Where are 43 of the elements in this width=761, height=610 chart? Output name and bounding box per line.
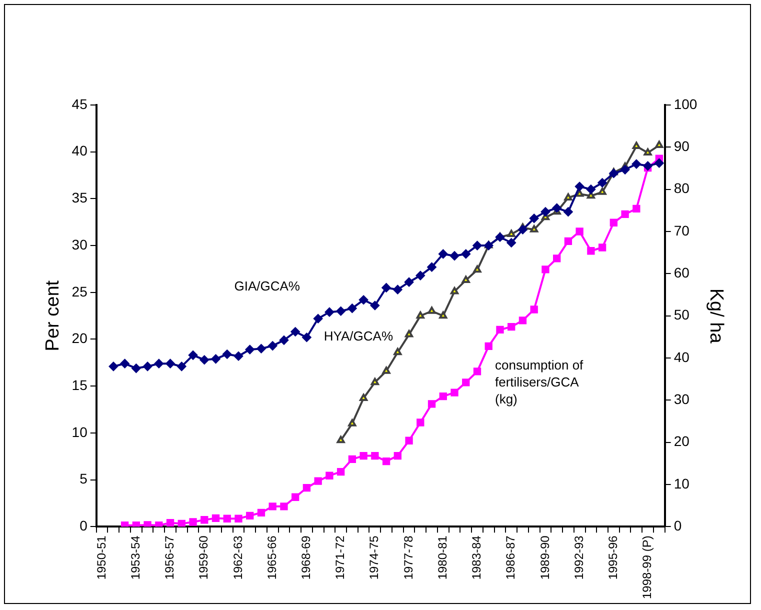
x-tick-label: 1980-81 [435, 535, 450, 580]
y-tick-label: 25 [72, 283, 88, 300]
x-tick-label: 1968-69 [299, 535, 314, 580]
y-tick-label: 40 [72, 142, 88, 159]
x-tick-label: 1974-75 [367, 535, 382, 580]
x-tick-label: 1986-87 [504, 535, 518, 580]
y-tick-label: 15 [72, 376, 88, 393]
x-tick-label: 1953-54 [128, 535, 142, 580]
y2-tick-label: 80 [674, 180, 690, 196]
y2-tick-label: 100 [674, 96, 698, 112]
y2-axis-title: Kg/ ha [705, 288, 726, 344]
y-tick-label: 35 [72, 190, 88, 206]
x-tick-label: 1995-96 [606, 535, 620, 580]
y-tick-label: 10 [72, 424, 88, 440]
y2-tick-label: 30 [674, 391, 690, 407]
y-axis-title: Per cent [42, 280, 64, 352]
y2-tick-label: 70 [674, 222, 690, 238]
x-tick-label: 1983-84 [470, 535, 484, 580]
x-tick-label: 1962-63 [230, 535, 245, 580]
y2-tick-label: 40 [674, 348, 690, 365]
y2-tick-label: 60 [674, 264, 690, 281]
y2-tick-label: 20 [674, 433, 690, 450]
y-tick-label: 0 [80, 517, 88, 534]
y2-tick-label: 0 [674, 517, 682, 534]
x-tick-label: 1950-51 [94, 535, 108, 580]
x-tick-label: 1992-93 [572, 535, 586, 580]
x-tick-label: 1977-78 [401, 535, 416, 580]
y2-tick-label: 50 [674, 306, 690, 323]
x-tick-label: 1998-99 (P) [640, 536, 654, 600]
x-tick-label: 1989-90 [538, 535, 552, 580]
x-tick-label: 1971-72 [333, 535, 348, 580]
y-tick-label: 30 [72, 236, 88, 252]
text: GIA/GCA% [234, 278, 300, 294]
y-tick-label: 20 [72, 330, 88, 346]
series-label: consumption of fertilisers/GCA (kg) [495, 358, 584, 407]
y-tick-label: 45 [72, 96, 88, 112]
y-tick-label: 5 [80, 470, 88, 487]
series-label: HYA/GCA% [324, 328, 394, 344]
x-tick-label: 1959-60 [196, 535, 211, 580]
y2-tick-label: 10 [674, 475, 690, 492]
y2-tick-label: 90 [674, 138, 690, 154]
x-tick-label: 1956-57 [162, 535, 177, 580]
x-tick-label: 1965-66 [264, 535, 279, 580]
